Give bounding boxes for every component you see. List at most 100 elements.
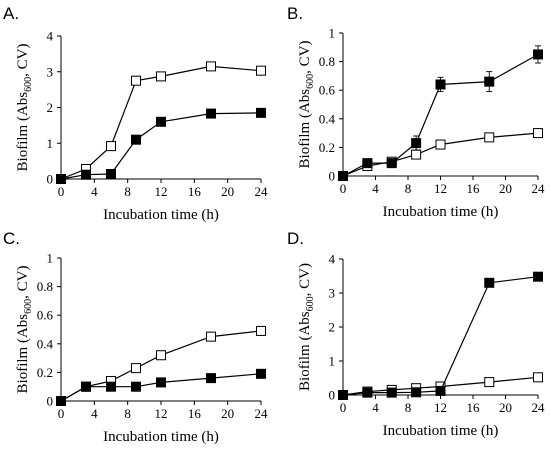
y-tick-label: 0.8 (319, 54, 335, 69)
open-square-marker (156, 350, 166, 361)
x-tick-label: 12 (155, 184, 168, 199)
open-square-marker (206, 331, 216, 342)
x-tick-label: 12 (155, 406, 168, 421)
y-axis-title-part: Biofilm (Abs (15, 314, 31, 394)
x-tick-label: 8 (405, 181, 412, 196)
panel-label: C. (3, 229, 20, 248)
x-tick-label: 24 (255, 184, 269, 199)
filled-square-marker (338, 171, 348, 181)
y-axis-title-subscript: 600 (305, 74, 316, 89)
open-square-marker (435, 139, 446, 150)
x-tick-label: 16 (467, 400, 481, 415)
filled-square-marker (106, 168, 116, 179)
y-tick-label: 0.2 (319, 140, 335, 155)
open-square-marker (256, 325, 266, 336)
x-tick-label: 0 (58, 406, 65, 421)
x-tick-label: 16 (467, 181, 481, 196)
x-tick-label: 4 (91, 406, 98, 421)
y-axis-title-subscript: 600 (23, 77, 34, 92)
y-axis-title-part: , CV) (297, 41, 313, 74)
filled-square-marker (156, 116, 166, 127)
filled-square-marker (338, 390, 348, 400)
filled-square-marker (81, 381, 91, 392)
filled-square-marker (435, 79, 446, 90)
open-square-marker (131, 363, 141, 374)
panel-b: B. 0 4 8 12 16 20 24 0 0.2 0.4 0.6 0.8 1 Incubation t… (287, 4, 545, 220)
filled-square-marker (362, 158, 373, 169)
x-tick-label: 8 (124, 184, 131, 199)
y-tick-label: 0.2 (37, 365, 53, 380)
filled-square-marker (206, 373, 216, 384)
x-tick-label: 24 (255, 406, 269, 421)
open-square-marker (484, 132, 495, 143)
panel-label: D. (287, 229, 304, 248)
filled-square-marker (533, 49, 543, 60)
x-tick-label: 12 (434, 400, 447, 415)
x-tick-label: 20 (499, 400, 512, 415)
filled-square-marker (256, 368, 266, 379)
x-tick-label: 0 (340, 181, 347, 196)
x-tick-label: 4 (372, 181, 379, 196)
y-tick-label: 1 (47, 251, 54, 266)
filled-square-marker (386, 387, 397, 398)
x-tick-label: 24 (532, 400, 546, 415)
y-tick-label: 0 (329, 169, 336, 184)
y-tick-label: 2 (329, 320, 336, 335)
filled-square-marker (484, 277, 495, 288)
x-tick-label: 0 (58, 184, 65, 199)
y-tick-label: 0.4 (319, 111, 336, 126)
y-tick-label: 1 (47, 136, 54, 151)
filled-square-marker (56, 396, 66, 406)
y-axis-title-part: , CV) (15, 44, 31, 77)
filled-square-marker (411, 138, 422, 149)
filled-series-line (342, 276, 539, 396)
x-tick-label: 16 (188, 184, 202, 199)
y-axis-title: Biofilm (Abs600, CV) (15, 266, 34, 394)
y-axis-title-subscript: 600 (23, 299, 34, 314)
y-tick-label: 4 (329, 252, 336, 267)
open-square-marker (533, 372, 543, 383)
y-axis-title-subscript: 600 (305, 296, 316, 311)
panel-c: C. 0 4 8 12 16 20 24 0 0.2 0.4 0.6 0.8 1 Incubation t… (3, 229, 268, 445)
filled-square-marker (256, 107, 266, 118)
x-tick-label: 16 (188, 406, 202, 421)
x-tick-label: 8 (405, 400, 412, 415)
filled-square-marker (362, 387, 373, 398)
y-axis-title: Biofilm (Abs600, CV) (297, 263, 316, 391)
open-square-marker (411, 149, 422, 160)
open-square-marker (156, 71, 166, 82)
y-tick-label: 0.4 (37, 336, 54, 351)
x-tick-label: 20 (221, 406, 234, 421)
open-square-marker (533, 128, 543, 139)
open-square-marker (206, 61, 216, 72)
x-axis-title: Incubation time (h) (103, 429, 219, 445)
y-axis-title-part: , CV) (15, 266, 31, 299)
filled-square-marker (156, 377, 166, 388)
filled-square-marker (411, 387, 422, 398)
x-tick-label: 20 (499, 181, 512, 196)
filled-square-marker (106, 381, 116, 392)
y-axis-title: Biofilm (Abs600, CV) (297, 41, 316, 169)
filled-square-marker (131, 381, 141, 392)
y-tick-label: 0.6 (37, 308, 54, 323)
y-axis-title-part: , CV) (297, 263, 313, 296)
y-axis-title-part: Biofilm (Abs (297, 89, 313, 169)
y-tick-label: 0 (329, 388, 336, 403)
x-tick-label: 4 (91, 184, 98, 199)
open-square-marker (106, 141, 116, 152)
y-tick-label: 3 (329, 286, 336, 301)
y-tick-label: 4 (47, 29, 54, 44)
filled-square-marker (435, 385, 446, 396)
y-tick-label: 3 (47, 64, 54, 79)
x-tick-label: 24 (532, 181, 546, 196)
filled-square-marker (131, 134, 141, 145)
y-tick-label: 0 (47, 394, 54, 409)
y-axis-title-part: Biofilm (Abs (297, 311, 313, 391)
open-square-marker (256, 65, 266, 76)
x-axis-title: Incubation time (h) (383, 204, 499, 220)
filled-square-marker (56, 174, 66, 184)
filled-series-line (342, 53, 539, 177)
